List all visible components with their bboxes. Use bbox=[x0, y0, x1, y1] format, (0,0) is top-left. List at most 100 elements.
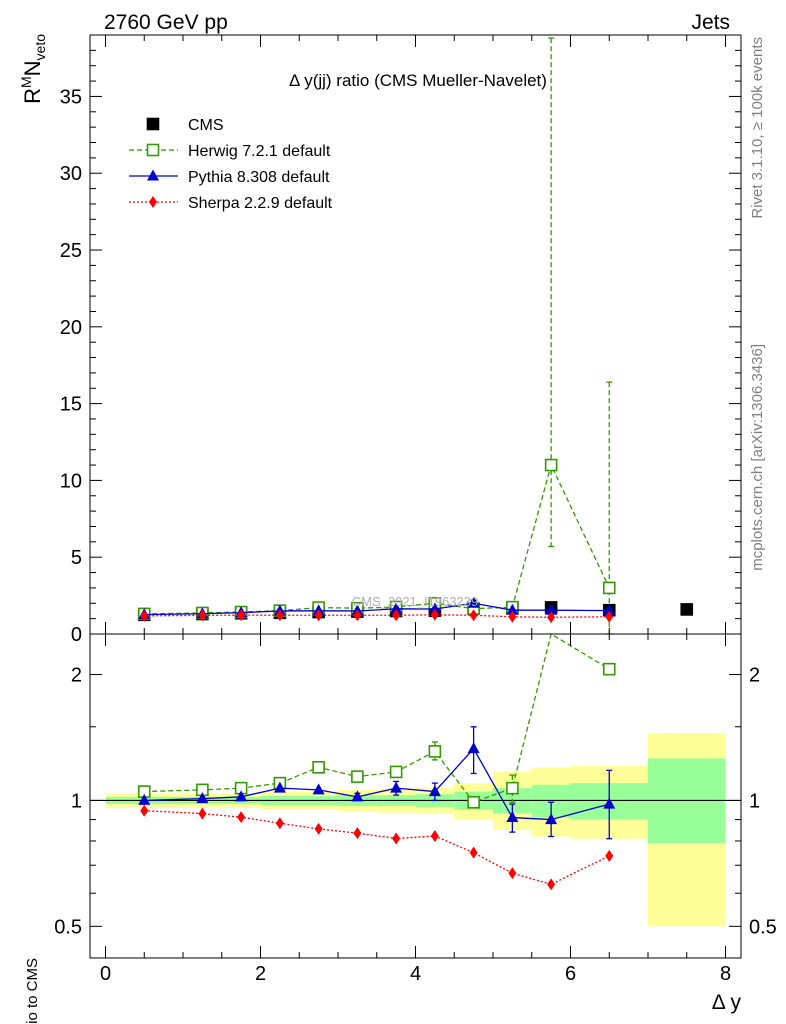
data-point bbox=[140, 804, 149, 817]
series-line-sherpa bbox=[144, 810, 610, 886]
legend-entry-sherpa: Sherpa 2.2.9 default bbox=[129, 195, 333, 212]
legend-marker bbox=[146, 143, 160, 157]
main-y-axis-label: RMNveto bbox=[18, 34, 48, 104]
series-line-pythia bbox=[144, 602, 610, 616]
data-point bbox=[312, 761, 325, 774]
series-sherpa bbox=[140, 608, 614, 624]
data-point bbox=[351, 790, 364, 802]
data-point bbox=[506, 781, 519, 795]
data-point bbox=[547, 878, 556, 891]
data-point bbox=[469, 846, 478, 859]
data-point bbox=[140, 609, 149, 622]
data-point bbox=[275, 817, 284, 830]
data-point bbox=[235, 790, 248, 802]
analysis-watermark: CMS_2021_I1963239 bbox=[352, 594, 479, 609]
y-tick-label: 35 bbox=[60, 86, 82, 108]
series-pythia bbox=[138, 726, 616, 840]
series-line-sherpa bbox=[144, 614, 610, 618]
legend-label: Pythia 8.308 default bbox=[188, 169, 330, 186]
data-point bbox=[430, 830, 439, 843]
data-point bbox=[237, 609, 246, 622]
header-left-title: 2760 GeV pp bbox=[104, 11, 228, 34]
legend-label: Herwig 7.2.1 default bbox=[188, 143, 331, 160]
y-tick-label: 20 bbox=[60, 317, 82, 339]
legend-label: CMS bbox=[188, 117, 224, 134]
data-point bbox=[314, 822, 323, 835]
y-tick-label: 25 bbox=[60, 240, 82, 262]
x-tick-label: 6 bbox=[565, 963, 576, 985]
data-point bbox=[469, 609, 478, 622]
data-point bbox=[605, 849, 614, 862]
legend-marker bbox=[146, 117, 160, 131]
data-point bbox=[392, 609, 401, 622]
legend-marker bbox=[149, 196, 157, 208]
main-plot-title: Δ y(jj) ratio (CMS Mueller-Navelet) bbox=[289, 71, 547, 90]
legend-entry-cms: CMS bbox=[146, 117, 224, 134]
data-point bbox=[392, 832, 401, 845]
data-point bbox=[196, 792, 209, 804]
legend-entry-herwig: Herwig 7.2.1 default bbox=[129, 143, 331, 160]
ratio-y-axis-label: Ratio to CMS bbox=[24, 958, 41, 1024]
data-point bbox=[351, 770, 364, 783]
legend-entry-pythia: Pythia 8.308 default bbox=[129, 169, 330, 186]
data-point bbox=[602, 581, 616, 595]
data-point bbox=[353, 827, 362, 840]
data-point bbox=[389, 765, 403, 779]
data-point bbox=[467, 742, 480, 754]
data-point bbox=[506, 603, 519, 615]
data-point bbox=[390, 781, 403, 793]
legend: CMS Herwig 7.2.1 default Pythia 8.308 defa… bbox=[129, 117, 333, 212]
legend-label: Sherpa 2.2.9 default bbox=[188, 195, 333, 212]
data-point bbox=[545, 813, 558, 825]
x-tick-label: 0 bbox=[100, 963, 111, 985]
y-tick-label: 30 bbox=[60, 163, 82, 185]
data-point bbox=[314, 609, 323, 622]
y-tick-label: 5 bbox=[71, 547, 82, 569]
data-point bbox=[353, 609, 362, 622]
x-tick-label: 2 bbox=[255, 963, 266, 985]
ratio-uncertainty-bands bbox=[90, 732, 741, 927]
data-point bbox=[198, 807, 207, 820]
series-sherpa bbox=[140, 804, 614, 891]
data-point bbox=[428, 785, 441, 797]
data-point bbox=[390, 602, 403, 614]
ratio-panel: 0.5 0.5 1 1 2 2 0 2 4 6 8 Ratio to CMS Δ y bbox=[24, 632, 777, 1024]
data-point bbox=[547, 611, 556, 624]
data-point bbox=[198, 609, 207, 622]
data-point bbox=[312, 783, 325, 795]
data-point bbox=[544, 458, 558, 472]
data-point bbox=[467, 795, 480, 809]
data-point bbox=[603, 604, 616, 616]
series-line-herwig bbox=[144, 463, 610, 615]
series-line-pythia bbox=[144, 747, 610, 821]
series-line-herwig bbox=[144, 632, 610, 804]
data-point bbox=[602, 662, 616, 676]
data-point bbox=[428, 602, 441, 614]
mcplots-reference-label: mcplots.cern.ch [arXiv:1306.3436] bbox=[749, 344, 766, 571]
header-right-title: Jets bbox=[691, 11, 730, 34]
ratio-y-tick-label-right: 0.5 bbox=[749, 916, 777, 938]
data-point bbox=[603, 797, 616, 809]
data-point bbox=[275, 609, 284, 622]
ratio-y-tick-label: 2 bbox=[71, 665, 82, 687]
legend-marker bbox=[147, 169, 159, 181]
data-point bbox=[508, 610, 517, 623]
ratio-y-tick-label: 1 bbox=[71, 790, 82, 812]
ratio-y-tick-label: 0.5 bbox=[54, 916, 82, 938]
data-point bbox=[428, 745, 442, 758]
data-point bbox=[508, 867, 517, 880]
data-point bbox=[545, 603, 558, 615]
y-tick-label: 0 bbox=[71, 624, 82, 646]
x-tick-label: 8 bbox=[720, 963, 731, 985]
main-panel: 0 5 10 15 20 25 30 35 Δ y(jj) ratio (CMS Muelle… bbox=[18, 34, 742, 646]
y-tick-label: 10 bbox=[60, 470, 82, 492]
ratio-y-tick-label-right: 2 bbox=[749, 665, 760, 687]
data-point bbox=[467, 596, 480, 608]
x-axis-label: Δ y bbox=[712, 991, 742, 1014]
y-tick-label: 15 bbox=[60, 394, 82, 416]
data-point bbox=[605, 610, 614, 623]
ratio-y-tick-label-right: 1 bbox=[749, 790, 760, 812]
data-point bbox=[506, 811, 519, 823]
data-point bbox=[680, 603, 694, 616]
